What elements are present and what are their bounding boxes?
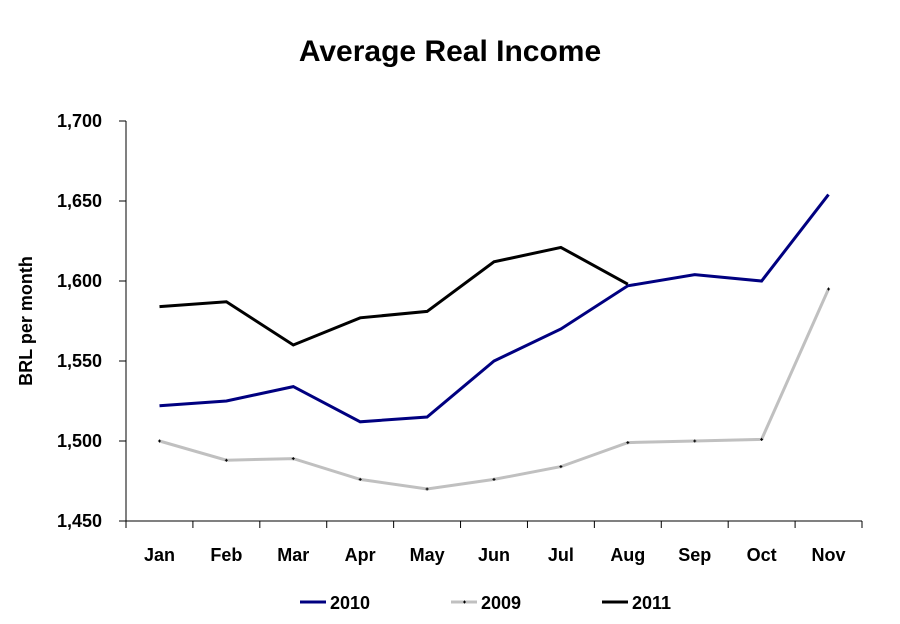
x-tick-label: Feb (210, 545, 242, 565)
legend-label-2010: 2010 (330, 593, 370, 613)
y-tick-label: 1,550 (57, 351, 102, 371)
x-tick-label: Mar (277, 545, 309, 565)
series-2009-line (159, 288, 830, 491)
series-2009-marker (157, 439, 161, 443)
series-2009-marker (693, 439, 697, 443)
series-2009-marker (291, 457, 295, 461)
legend-label-2011: 2011 (632, 593, 671, 613)
x-tick-label: Aug (610, 545, 645, 565)
series-2009-marker (425, 487, 429, 491)
series-2011-line (159, 245, 629, 347)
series-2010-line (159, 193, 830, 424)
series-2009-marker (559, 465, 563, 469)
legend-label-2009: 2009 (481, 593, 521, 613)
x-tick-label: Jun (478, 545, 510, 565)
series-2009-marker (626, 441, 630, 445)
plot-area (157, 193, 831, 491)
y-axis-title: BRL per month (16, 256, 36, 386)
legend-marker-icon (463, 600, 466, 604)
chart-title: Average Real Income (299, 35, 601, 68)
y-tick-label: 1,650 (57, 191, 102, 211)
x-tick-label: Sep (678, 545, 711, 565)
x-tick-label: Jan (144, 545, 175, 565)
y-axis: 1,450 1,500 1,550 1,600 1,650 1,700 (57, 111, 127, 531)
x-tick-label: Apr (345, 545, 376, 565)
series-2009-marker (760, 437, 764, 441)
series-2009-marker (358, 477, 362, 481)
series-2009-marker (224, 458, 228, 462)
y-tick-label: 1,700 (57, 111, 102, 131)
y-tick-label: 1,450 (57, 511, 102, 531)
y-tick-label: 1,600 (57, 271, 102, 291)
x-tick-label: Jul (548, 545, 574, 565)
x-tick-label: May (410, 545, 445, 565)
series-2009-marker (827, 287, 831, 291)
x-tick-label: Nov (812, 545, 846, 565)
y-tick-label: 1,500 (57, 431, 102, 451)
series-2009-marker (492, 477, 496, 481)
x-tick-label: Oct (747, 545, 777, 565)
legend: 2010 2009 2011 (300, 593, 671, 613)
x-axis: Jan Feb Mar Apr May Jun Jul Aug Sep Oct Nov (125, 520, 863, 565)
